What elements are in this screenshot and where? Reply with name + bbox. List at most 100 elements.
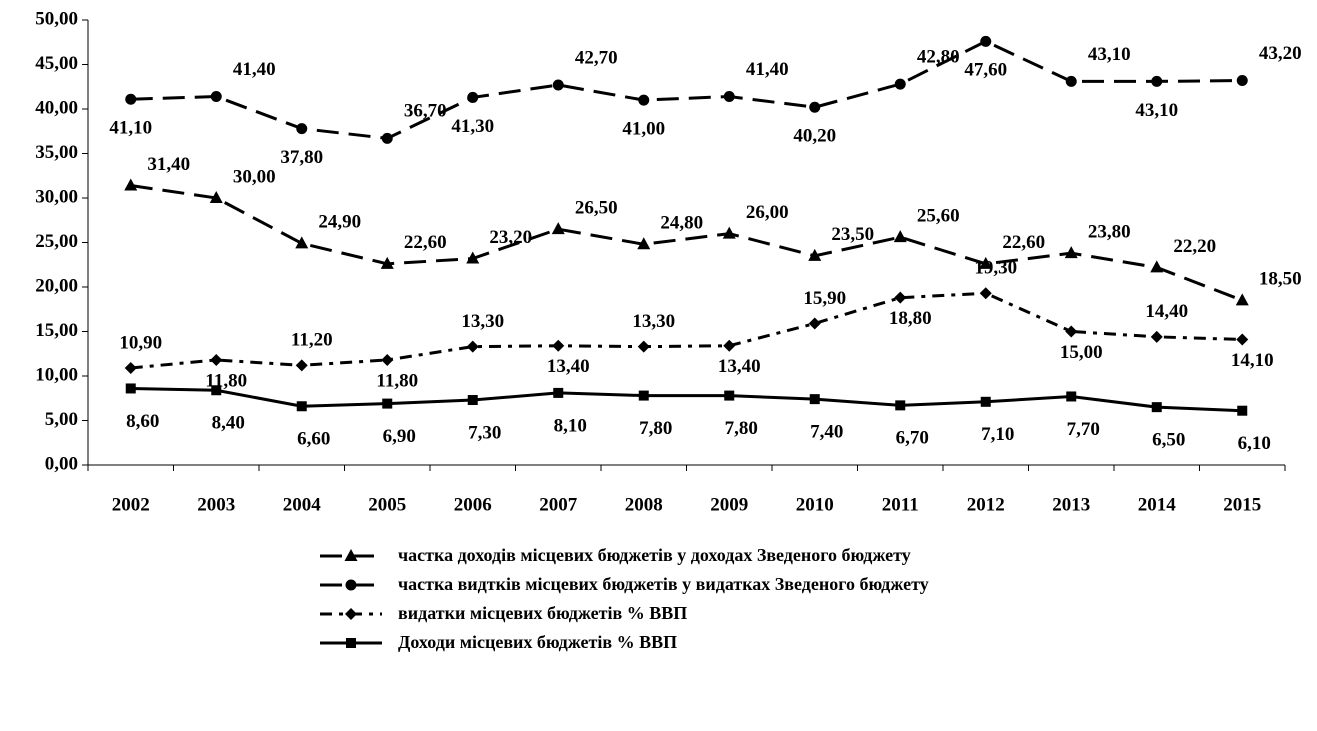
point-marker: [1065, 325, 1078, 338]
point-marker: [296, 123, 308, 135]
data-label: 31,40: [147, 154, 190, 175]
series-line: [130, 291, 1243, 370]
data-label: 8,10: [554, 415, 587, 436]
data-label: 26,00: [746, 202, 789, 223]
data-label: 13,40: [718, 356, 761, 377]
data-label: 10,90: [119, 332, 162, 353]
y-tick-label: 25,00: [35, 231, 78, 252]
x-tick-label: 2003: [197, 494, 235, 515]
x-tick-label: 2012: [967, 494, 1005, 515]
data-label: 11,80: [376, 370, 418, 391]
point-marker: [980, 396, 991, 407]
series-line: [130, 386, 1243, 413]
data-label: 41,10: [109, 118, 152, 139]
point-marker: [1150, 330, 1163, 343]
legend-label: частка доходів місцевих бюджетів у доход…: [398, 545, 911, 565]
y-tick-label: 45,00: [35, 53, 78, 74]
point-marker: [1065, 75, 1077, 87]
data-label: 37,80: [280, 147, 323, 168]
data-label: 30,00: [233, 166, 276, 187]
point-marker: [723, 339, 736, 352]
data-label: 42,80: [917, 46, 960, 67]
data-label: 7,80: [639, 418, 672, 439]
point-marker: [809, 394, 820, 405]
series-line: [130, 39, 1243, 140]
x-tick-label: 2004: [283, 494, 322, 515]
point-marker: [466, 340, 479, 353]
legend-label: частка видтків місцевих бюджетів у видат…: [398, 574, 929, 594]
data-label: 7,30: [468, 422, 501, 443]
legend-entry: видатки місцевих бюджетів % ВВП: [318, 603, 1038, 624]
data-label: 11,20: [291, 330, 333, 351]
data-label: 6,50: [1152, 430, 1185, 451]
legend-swatch: [320, 608, 382, 620]
data-label: 15,00: [1060, 342, 1103, 363]
data-label: 40,20: [793, 126, 836, 147]
chart: 0,00 5,00 10,00 15,00 20,00 25,00 30,00 35,00 40…: [35, 8, 1302, 515]
data-label: 7,10: [981, 424, 1014, 445]
data-label: 36,70: [404, 101, 447, 122]
point-marker: [894, 78, 906, 90]
y-tick-label: 35,00: [35, 142, 78, 163]
y-tick-label: 50,00: [35, 8, 78, 29]
point-marker: [722, 226, 736, 239]
data-label: 43,20: [1259, 43, 1302, 64]
data-label: 23,80: [1088, 222, 1131, 243]
data-label: 47,60: [964, 60, 1007, 81]
data-label: 23,50: [831, 224, 874, 245]
data-label: 43,10: [1088, 44, 1131, 65]
data-label: 13,30: [461, 311, 504, 332]
point-marker: [467, 395, 478, 406]
data-label: 43,10: [1135, 100, 1178, 121]
data-label: 25,60: [917, 206, 960, 227]
data-label: 7,80: [725, 418, 758, 439]
legend-marker: [345, 608, 357, 620]
point-marker: [1150, 260, 1164, 273]
data-label: 22,60: [1002, 232, 1045, 253]
data-label: 14,40: [1145, 301, 1188, 322]
legend-swatch: [320, 579, 382, 591]
point-marker: [808, 248, 822, 261]
x-tick-label: 2002: [112, 494, 150, 515]
point-marker: [724, 390, 735, 401]
y-tick-label: 10,00: [35, 364, 78, 385]
y-tick-label: 15,00: [35, 320, 78, 341]
y-tick-label: 20,00: [35, 275, 78, 296]
point-marker: [1151, 402, 1162, 413]
data-label: 42,70: [575, 47, 618, 68]
point-marker: [125, 383, 136, 394]
data-label: 7,40: [810, 421, 843, 442]
y-tick-label: 5,00: [45, 409, 78, 430]
data-label: 41,40: [233, 59, 276, 80]
point-marker: [723, 91, 735, 103]
x-tick-label: 2008: [625, 494, 663, 515]
point-marker: [1236, 75, 1248, 87]
x-tick-label: 2013: [1052, 494, 1090, 515]
legend: частка доходів місцевих бюджетів у доход…: [318, 545, 1038, 661]
y-tick-label: 30,00: [35, 186, 78, 207]
legend-swatch: [320, 549, 382, 561]
data-label: 18,80: [889, 308, 932, 329]
data-label: 41,30: [451, 116, 494, 137]
data-label: 7,70: [1067, 419, 1100, 440]
point-marker: [895, 400, 906, 411]
point-marker: [295, 359, 308, 372]
point-marker: [551, 222, 565, 235]
point-marker: [1151, 75, 1163, 87]
point-marker: [979, 287, 992, 300]
data-label: 6,90: [383, 426, 416, 447]
legend-entry: частка доходів місцевих бюджетів у доход…: [318, 545, 1038, 566]
data-label: 8,60: [126, 411, 159, 432]
x-tick-label: 2010: [796, 494, 834, 515]
data-label: 24,90: [318, 212, 361, 233]
point-marker: [637, 340, 650, 353]
point-marker: [124, 361, 137, 374]
legend-label: видатки місцевих бюджетів % ВВП: [398, 603, 688, 623]
point-marker: [295, 236, 309, 249]
point-marker: [893, 230, 907, 243]
legend-label: Доходи місцевих бюджетів % ВВП: [398, 632, 678, 652]
x-tick-label: 2009: [710, 494, 748, 515]
data-label: 22,60: [404, 232, 447, 253]
x-tick-label: 2011: [882, 494, 919, 515]
data-label: 13,40: [547, 356, 590, 377]
